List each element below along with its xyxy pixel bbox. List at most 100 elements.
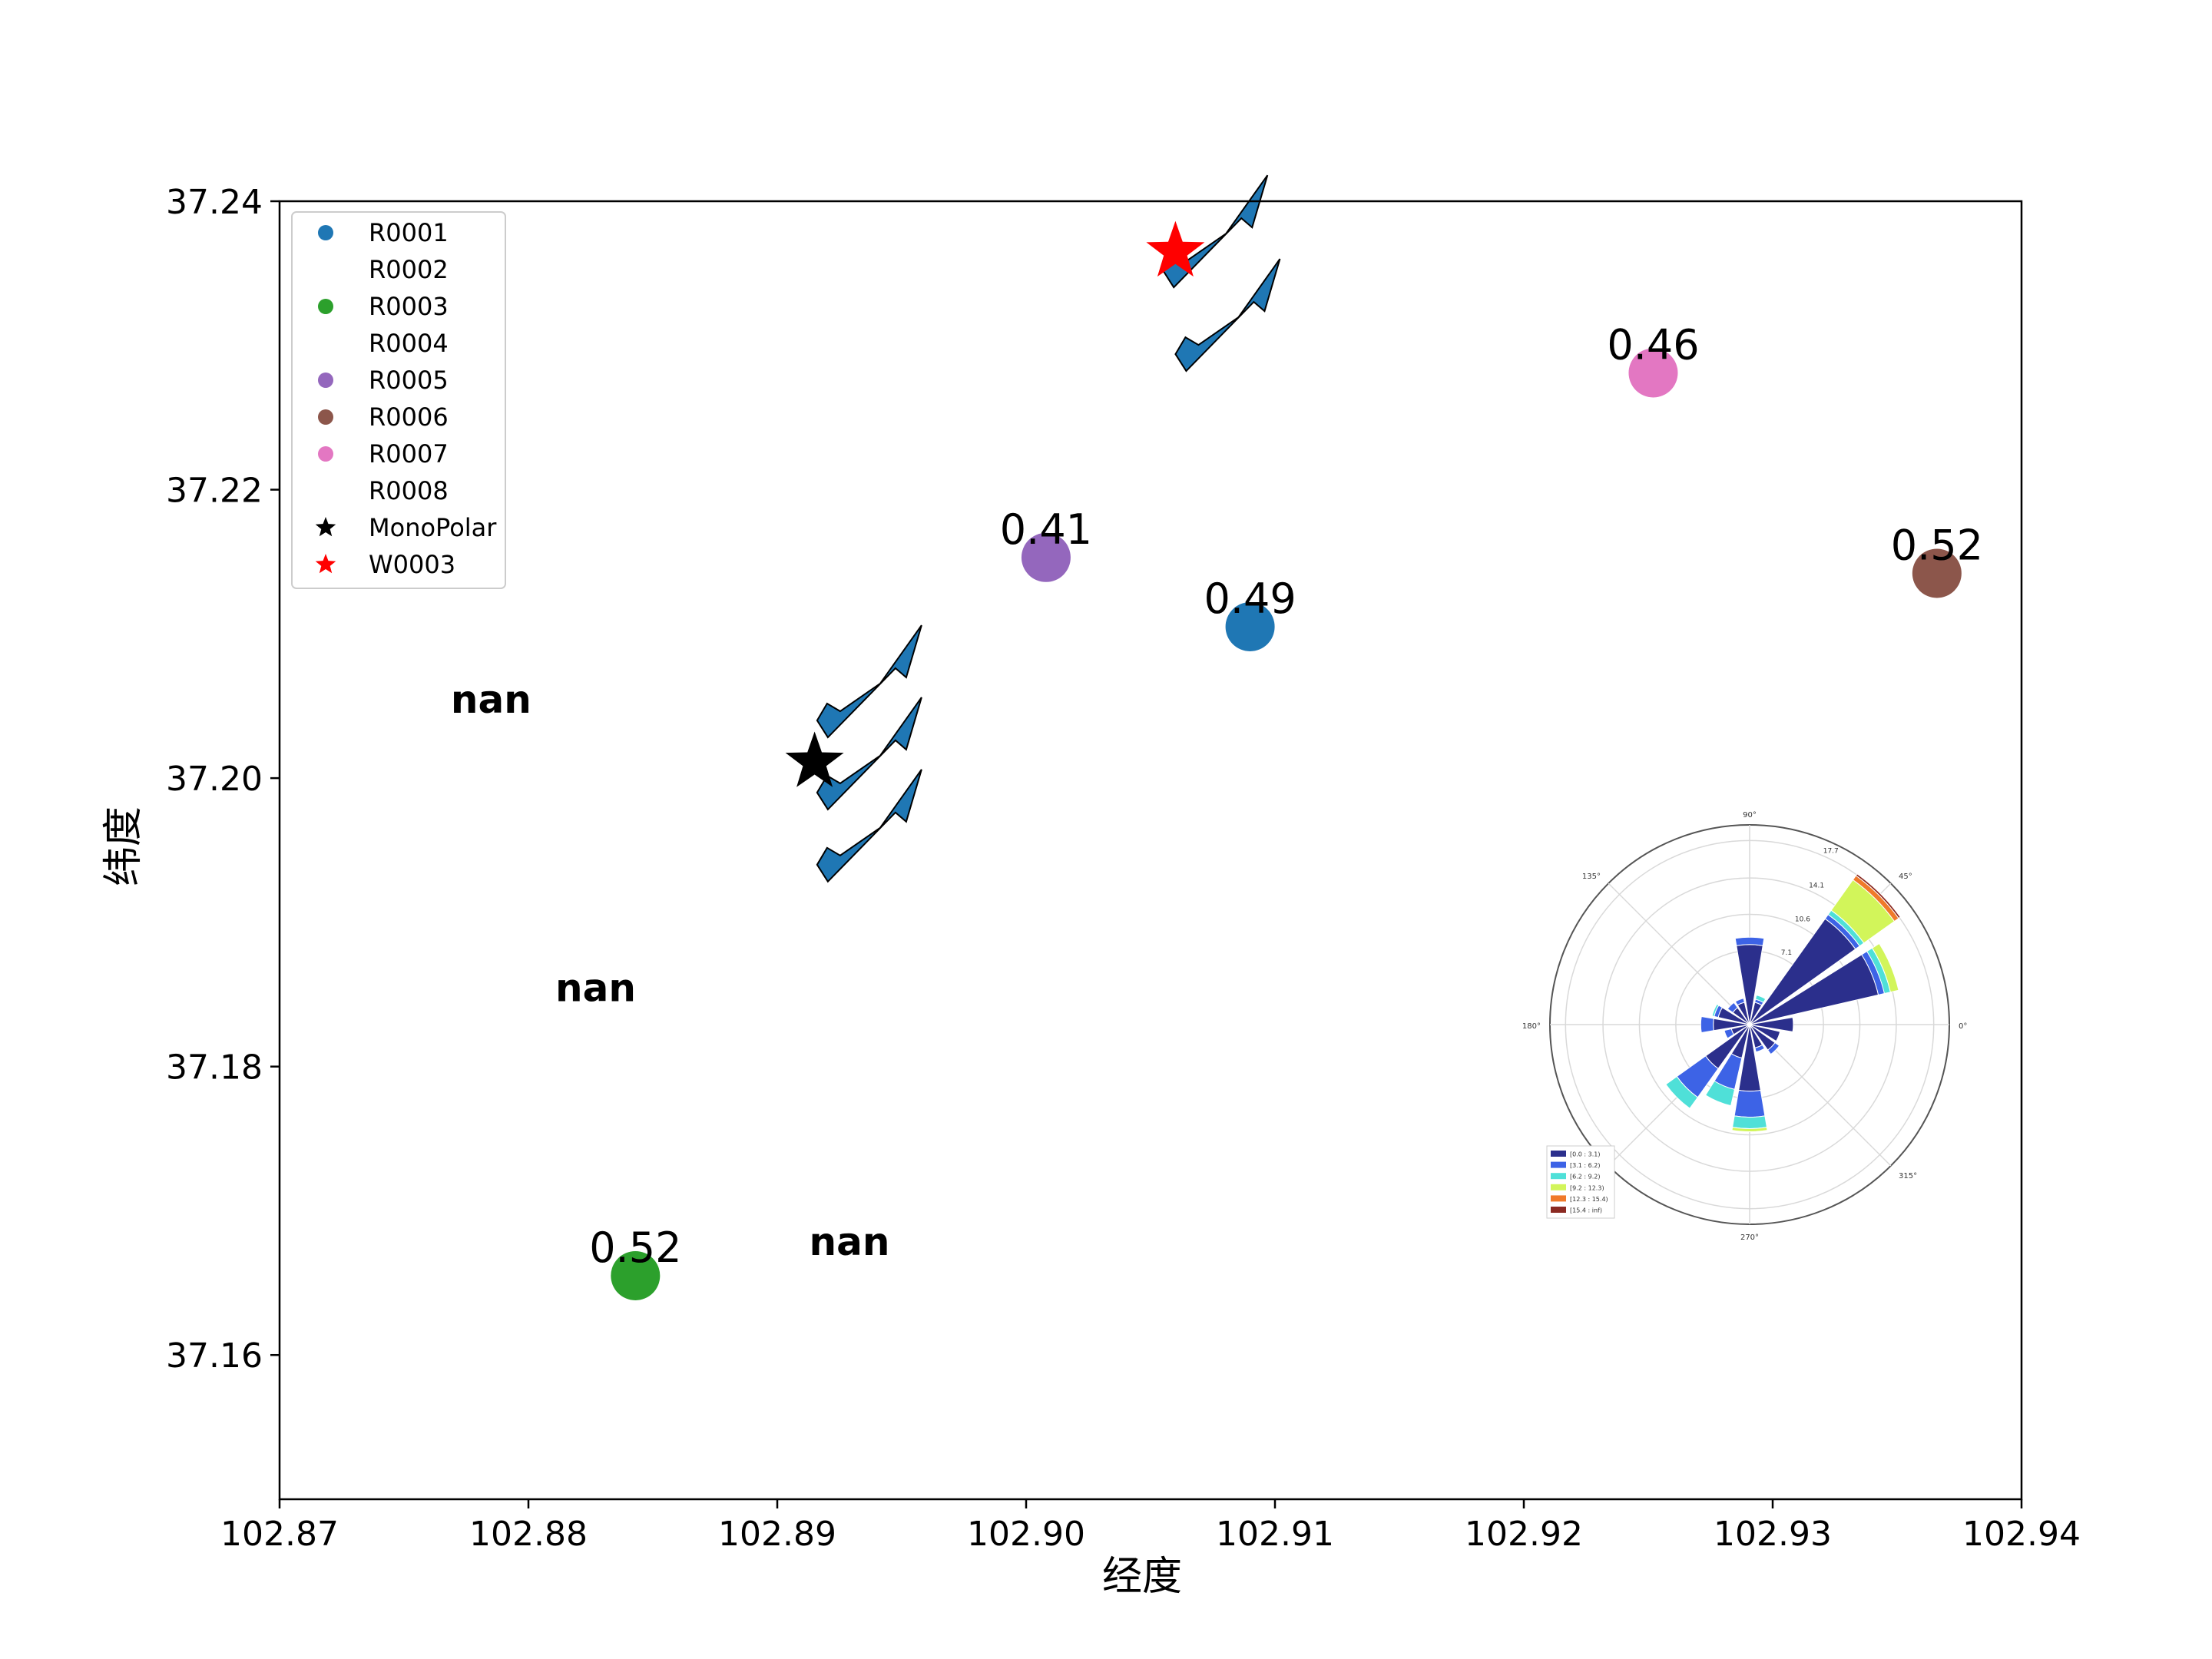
legend-label: R0006 [369,402,449,432]
windrose-radial-label: 7.1 [1781,949,1792,957]
legend-label: R0005 [369,366,449,395]
windrose-angle-label: 45° [1899,873,1912,881]
windrose-legend-label: [3.1 : 6.2) [1570,1162,1600,1169]
windrose-legend-swatch [1551,1207,1566,1213]
windrose-bar-segment [1755,995,1767,1003]
point-R0007 [1628,348,1678,398]
windrose-bar-segment [1734,1089,1766,1118]
legend-label: R0004 [369,329,449,358]
value-label: 0.41 [1000,505,1092,554]
windrose-bar-segment [1711,1003,1720,1017]
windrose-angle-label: 0° [1959,1022,1967,1031]
windrose-angle-label: 180° [1522,1022,1541,1031]
windrose-angle-label: 270° [1740,1233,1759,1242]
windrose-bar-segment [1732,1115,1767,1129]
wind-arrow [816,697,922,811]
windrose-legend-swatch [1551,1161,1566,1168]
windrose-legend-swatch [1551,1184,1566,1190]
legend-label: R0008 [369,476,449,505]
value-label: 0.52 [589,1224,681,1272]
windrose-bar-segment [1731,1127,1768,1132]
windrose-bar-segment [1724,1028,1734,1039]
y-tick-label: 37.20 [166,760,263,799]
legend-marker [318,225,333,240]
point-W0003 [1146,220,1205,277]
legend-marker [318,409,333,425]
windrose-bar-segment [1754,1044,1766,1053]
value-label: 0.52 [1891,521,1983,569]
windrose-grid-spoke [1608,882,1750,1025]
legend-marker [318,373,333,388]
windrose-legend-label: [6.2 : 9.2) [1570,1174,1600,1181]
wind-arrow [1174,258,1281,373]
value-label: nan [809,1220,889,1264]
value-label: nan [451,677,531,722]
legend-label: R0002 [369,255,449,284]
windrose-bar-segment [1749,1017,1794,1032]
legend: R0001 R0002 R0003 R0004 R0005 R0006 R0007 R0008… [291,211,506,589]
value-label: nan [555,965,636,1010]
x-tick-label: 102.90 [967,1515,1085,1554]
legend-marker [315,517,336,537]
wind-arrow [816,769,922,883]
legend-marker [318,299,333,314]
windrose-legend-frame [1546,1145,1615,1219]
y-tick-label: 37.22 [166,472,263,511]
windrose-bar-segment [1665,1075,1699,1109]
windrose-bar-segment [1704,1080,1736,1107]
x-tick-label: 102.89 [718,1515,836,1554]
value-label: 0.49 [1204,575,1296,623]
point-R0005 [1021,532,1071,582]
windrose-legend-label: [12.3 : 15.4) [1570,1196,1608,1203]
windrose-legend-label: [15.4 : inf) [1570,1207,1602,1214]
value-label: 0.46 [1607,320,1699,369]
legend-label: R0003 [369,292,449,321]
windrose-angle-label: 315° [1899,1172,1917,1181]
windrose-bar-segment [1855,873,1901,919]
windrose-legend-swatch [1551,1195,1566,1202]
windrose-bar-segment [1871,942,1899,993]
axes: 102.87 102.88 102.89 102.90 102.91 102.92 102.… [166,183,2081,1554]
legend-label: MonoPolar [369,513,497,542]
windrose-bar-segment [1700,1015,1714,1034]
legend-marker [315,554,336,574]
point-MonoPolar [785,731,844,787]
windrose-radial-label: 17.7 [1823,848,1839,856]
windrose-bar-segment [1727,1002,1738,1013]
legend-label: R0001 [369,218,449,247]
point-R0003 [611,1250,661,1300]
x-tick-label: 102.87 [220,1515,339,1554]
windrose-legend-swatch [1551,1173,1566,1180]
legend-marker [318,446,333,462]
windrose-radial-label: 14.1 [1809,882,1824,890]
windrose-angle-label: 90° [1743,811,1757,820]
y-axis-label: 纬度 [101,806,147,886]
windrose-bar-segment [1749,1024,1781,1042]
plot-frame [278,200,2023,1501]
windrose-legend-swatch [1551,1151,1566,1157]
windrose-bar-segment [1734,936,1765,946]
x-axis-label: 经度 [1102,1554,1182,1600]
x-tick-label: 102.91 [1216,1515,1334,1554]
windrose-angle-label: 135° [1582,873,1601,881]
point-R0006 [1912,548,1962,598]
x-tick-label: 102.92 [1465,1515,1583,1554]
windrose-legend-label: [9.2 : 12.3) [1570,1184,1604,1191]
point-R0001 [1225,601,1275,651]
windrose-radial-label: 10.6 [1795,916,1810,923]
x-tick-label: 102.94 [1962,1515,2081,1554]
data-points: 0.49 nan 0.52 nan 0.41 0.52 0.46 nan [451,220,1983,1300]
x-tick-label: 102.88 [469,1515,588,1554]
windrose-inset: 0° 45° 90° 135° 180° 270° 315° 7.1 10.6 14.1 17.7 [… [1522,811,1967,1242]
legend-label: W0003 [369,550,455,579]
legend-label: R0007 [369,439,449,469]
windrose-legend-label: [0.0 : 3.1) [1570,1151,1600,1158]
legend-frame [291,211,506,589]
windrose-bar-segment [1734,998,1745,1006]
y-tick-label: 37.24 [166,183,263,222]
y-tick-label: 37.16 [166,1336,263,1376]
x-tick-label: 102.93 [1714,1515,1832,1554]
wind-arrow [816,624,922,739]
windrose-bar-segment [1767,1041,1780,1055]
